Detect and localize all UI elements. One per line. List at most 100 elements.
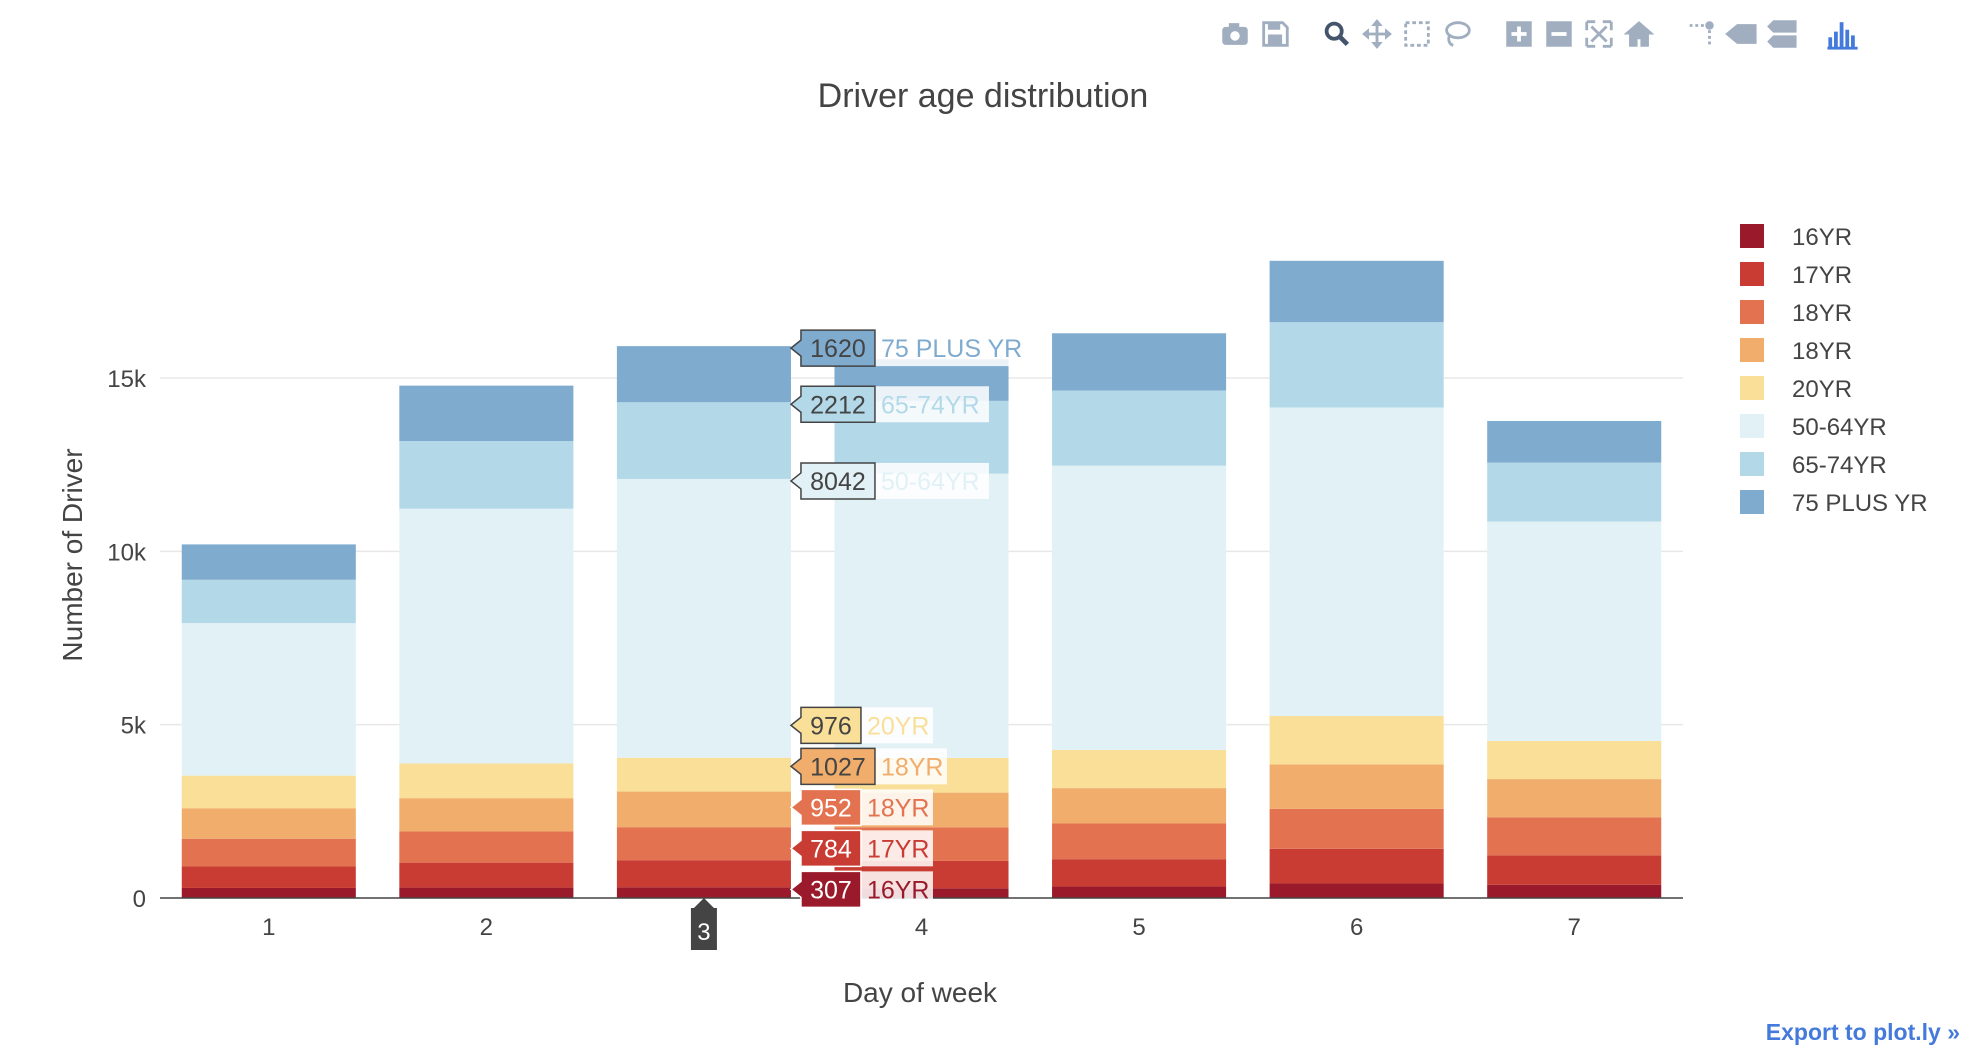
home-icon <box>1623 21 1655 47</box>
bar-segment[interactable] <box>399 887 574 898</box>
hover-series-name: 20YR <box>867 712 930 740</box>
legend-item[interactable]: 65-74YR <box>1740 452 1887 479</box>
bar-segment[interactable] <box>399 508 574 764</box>
lasso-select-button[interactable] <box>1437 14 1477 54</box>
bars[interactable] <box>181 260 1662 898</box>
hover-value: 1027 <box>810 753 866 781</box>
zoom-out-button[interactable] <box>1539 14 1579 54</box>
hover-series-name: 75 PLUS YR <box>881 335 1022 363</box>
bar-segment[interactable] <box>616 478 791 758</box>
bar-segment[interactable] <box>1269 260 1444 323</box>
save-button[interactable] <box>1255 14 1295 54</box>
hover-x-box <box>690 898 717 950</box>
bar-segment[interactable] <box>399 831 574 863</box>
bar-segment[interactable] <box>181 887 356 898</box>
spikelines-button[interactable] <box>1681 14 1721 54</box>
legend-item[interactable]: 16YR <box>1740 224 1852 251</box>
bar-segment[interactable] <box>1487 817 1662 856</box>
bar-segment[interactable] <box>1487 462 1662 522</box>
bar-segment[interactable] <box>616 860 791 888</box>
hover-label-18yr: 1027 18YR <box>789 747 947 786</box>
bar-segment[interactable] <box>616 887 791 898</box>
box-select-button[interactable] <box>1397 14 1437 54</box>
bar-stack-day-3[interactable] <box>616 346 791 898</box>
legend-item[interactable]: 50-64YR <box>1740 414 1887 441</box>
bar-segment[interactable] <box>399 763 574 799</box>
bar-segment[interactable] <box>1052 859 1227 887</box>
bar-stack-day-5[interactable] <box>1052 333 1227 898</box>
bar-segment[interactable] <box>1269 407 1444 716</box>
bar-stack-day-6[interactable] <box>1269 260 1444 898</box>
x-tick-label: 4 <box>915 914 928 941</box>
hover-name-bg <box>860 871 933 908</box>
bar-segment[interactable] <box>181 623 356 776</box>
camera-button[interactable] <box>1215 14 1255 54</box>
bar-segment[interactable] <box>181 808 356 839</box>
bar-segment[interactable] <box>1052 465 1227 750</box>
legend-item[interactable]: 75 PLUS YR <box>1740 490 1928 517</box>
bar-segment[interactable] <box>1052 823 1227 860</box>
bar-stack-day-1[interactable] <box>181 544 356 898</box>
bar-segment[interactable] <box>616 402 791 479</box>
bar-segment[interactable] <box>1269 808 1444 849</box>
legend-item[interactable]: 20YR <box>1740 376 1852 403</box>
modebar-group <box>1823 14 1863 54</box>
bar-segment[interactable] <box>1487 521 1662 741</box>
bar-segment[interactable] <box>1052 333 1227 391</box>
zoom-button[interactable] <box>1317 14 1357 54</box>
bar-segment[interactable] <box>616 757 791 792</box>
bar-segment[interactable] <box>1487 740 1662 780</box>
legend-label: 18YR <box>1792 338 1852 365</box>
pan-button[interactable] <box>1357 14 1397 54</box>
bar-segment[interactable] <box>399 385 574 442</box>
legend-label: 20YR <box>1792 376 1852 403</box>
bar-segment[interactable] <box>399 798 574 832</box>
legend-swatch <box>1740 490 1764 514</box>
modebar-group <box>1499 14 1659 54</box>
legend[interactable]: 16YR 17YR 18YR 18YR 20YR 50-64YR 65-74YR 75 PLU… <box>1740 224 1928 517</box>
hover-value: 952 <box>810 794 852 822</box>
bar-segment[interactable] <box>1487 884 1662 898</box>
bar-segment[interactable] <box>1269 764 1444 809</box>
bar-stack-day-2[interactable] <box>399 385 574 898</box>
bar-segment[interactable] <box>1269 716 1444 765</box>
bar-segment[interactable] <box>181 866 356 888</box>
bar-segment[interactable] <box>1269 848 1444 884</box>
hover-compare-button[interactable] <box>1761 14 1801 54</box>
bar-segment[interactable] <box>616 791 791 828</box>
legend-swatch <box>1740 452 1764 476</box>
legend-item[interactable]: 17YR <box>1740 262 1852 289</box>
hover-value: 8042 <box>810 468 866 496</box>
bar-segment[interactable] <box>181 579 356 624</box>
bar-segment[interactable] <box>181 775 356 809</box>
bar-segment[interactable] <box>1052 749 1227 789</box>
bar-segment[interactable] <box>1487 420 1662 463</box>
legend-swatch <box>1740 262 1764 286</box>
bar-stack-day-7[interactable] <box>1487 420 1662 898</box>
bar-segment[interactable] <box>1052 886 1227 898</box>
bar-segment[interactable] <box>1487 779 1662 818</box>
bar-segment[interactable] <box>1052 390 1227 466</box>
hover-value: 2212 <box>810 391 866 419</box>
plotly-logo-button[interactable] <box>1823 14 1863 54</box>
bar-segment[interactable] <box>616 346 791 403</box>
bar-segment[interactable] <box>1269 883 1444 898</box>
modebar-group <box>1215 14 1295 54</box>
hover-value-box <box>789 385 876 424</box>
bar-segment[interactable] <box>399 441 574 509</box>
export-to-plotly-link[interactable]: Export to plot.ly » <box>1765 1019 1960 1045</box>
zoom-in-button[interactable] <box>1499 14 1539 54</box>
bar-segment[interactable] <box>399 862 574 888</box>
legend-item[interactable]: 18YR <box>1740 338 1852 365</box>
autoscale-button[interactable] <box>1579 14 1619 54</box>
legend-item[interactable]: 18YR <box>1740 300 1852 327</box>
bar-segment[interactable] <box>616 827 791 861</box>
hover-closest-button[interactable] <box>1721 14 1761 54</box>
home-button[interactable] <box>1619 14 1659 54</box>
bar-segment[interactable] <box>1052 788 1227 824</box>
bar-segment[interactable] <box>181 838 356 867</box>
x-tick-label: 2 <box>480 914 493 941</box>
bar-segment[interactable] <box>1487 855 1662 885</box>
bar-segment[interactable] <box>181 544 356 580</box>
bar-segment[interactable] <box>1269 322 1444 408</box>
